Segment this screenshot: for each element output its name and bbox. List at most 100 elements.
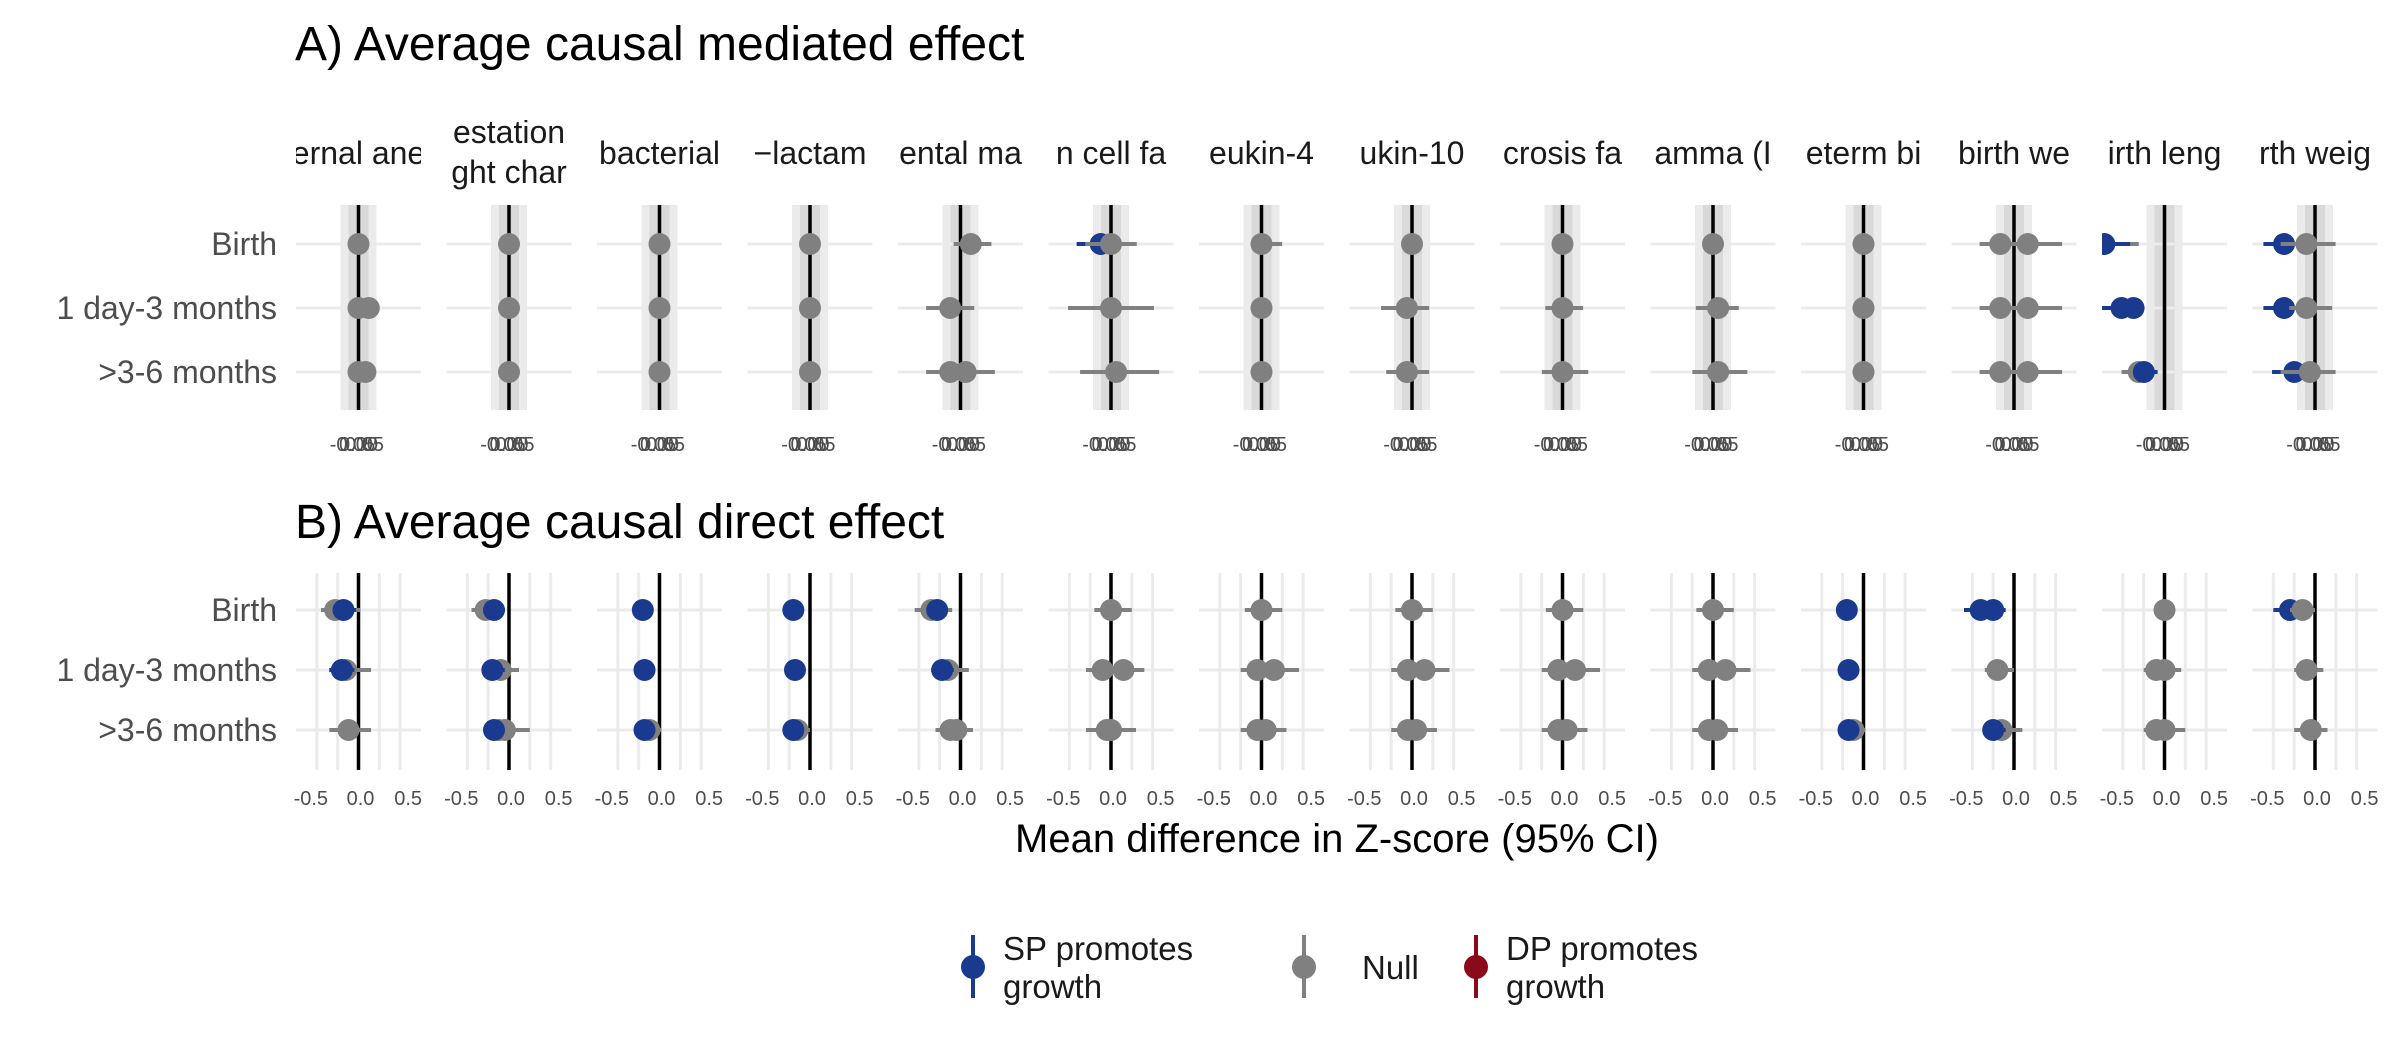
point-estimate xyxy=(1852,361,1875,383)
facet: -0.5 0.0 0.5 xyxy=(1197,573,1325,810)
point-estimate xyxy=(1551,297,1574,319)
point-estimate xyxy=(1555,719,1578,741)
point-estimate xyxy=(926,599,949,621)
facet-body xyxy=(2102,205,2227,410)
tick-label: 0.5 xyxy=(1297,788,1325,810)
tick-label: 0.00 xyxy=(1844,434,1883,456)
facet: -0.5 0.0 0.5 xyxy=(595,573,723,810)
point-estimate xyxy=(2153,599,2176,621)
tick-label: 0.5 xyxy=(2351,788,2379,810)
tick-label: 0.05 xyxy=(2151,434,2190,456)
strip: estation ght char xyxy=(451,120,567,190)
point-estimate xyxy=(1837,719,1860,741)
tick-label: 0.0 xyxy=(347,788,375,810)
facet: −lactam -0.050.000.05 xyxy=(747,135,873,456)
point-estimate xyxy=(1395,297,1418,319)
x-axis-title: Mean difference in Z-score (95% CI) xyxy=(1015,817,1659,861)
x-ticks: -0.050.000.05 xyxy=(2136,434,2190,456)
x-ticks: -0.5 0.0 0.5 xyxy=(1197,788,1325,810)
tick-label: -0.05 xyxy=(1082,434,1128,456)
facet: -0.5 0.0 0.5 xyxy=(294,573,422,810)
point-estimate xyxy=(2016,361,2039,383)
point-estimate xyxy=(2295,233,2318,255)
x-ticks: -0.050.000.05 xyxy=(330,434,384,456)
strip: irth leng xyxy=(2108,135,2222,171)
tick-label: -0.05 xyxy=(1684,434,1730,456)
tick-label: -0.05 xyxy=(480,434,526,456)
tick-label: 0.00 xyxy=(490,434,529,456)
facet: amma (I -0.050.000.05 xyxy=(1650,135,1776,456)
facet: -0.5 0.0 0.5 xyxy=(745,573,874,810)
tick-label: 0.00 xyxy=(941,434,980,456)
tick-label: -0.05 xyxy=(631,434,677,456)
tick-label: 0.05 xyxy=(1850,434,1889,456)
tick-label: 0.05 xyxy=(345,434,384,456)
point-estimate xyxy=(648,233,671,255)
tick-label: -0.05 xyxy=(781,434,827,456)
point-estimate xyxy=(1105,361,1128,383)
strip: bacterial xyxy=(599,135,720,171)
point-estimate xyxy=(1112,659,1135,681)
point-estimate xyxy=(1982,599,2005,621)
tick-label: 0.00 xyxy=(1393,434,1432,456)
tick-label: -0.5 xyxy=(1046,788,1080,810)
point-estimate xyxy=(939,297,962,319)
point-estimate xyxy=(1551,599,1574,621)
facet-body xyxy=(296,205,421,410)
facet-body xyxy=(1349,205,1475,410)
x-ticks: -0.5 0.0 0.5 xyxy=(2250,788,2378,810)
point-estimate xyxy=(483,599,505,621)
point-estimate xyxy=(2273,297,2296,319)
legend-key-point xyxy=(961,955,985,979)
tick-label: -0.5 xyxy=(595,788,629,810)
strip: ukin-10 xyxy=(1360,135,1465,171)
tick-label: 0.05 xyxy=(2001,434,2040,456)
point-estimate xyxy=(1401,233,1423,255)
facet: -0.5 0.0 0.5 xyxy=(1347,573,1476,810)
facet: -0.5 0.0 0.5 xyxy=(1799,573,1927,810)
tick-label: 0.0 xyxy=(798,788,826,810)
x-ticks: -0.5 0.0 0.5 xyxy=(745,788,873,810)
strip-label: bacterial xyxy=(599,135,720,171)
point-estimate xyxy=(1837,659,1860,681)
tick-label: 0.0 xyxy=(497,788,525,810)
strip-label: ukin-10 xyxy=(1360,135,1465,171)
tick-label: 0.0 xyxy=(1852,788,1880,810)
point-estimate xyxy=(633,659,656,681)
point-estimate xyxy=(1405,719,1428,741)
point-estimate xyxy=(1395,361,1418,383)
tick-label: 0.00 xyxy=(1543,434,1582,456)
panel-a-row-labels: Birth 1 day-3 months >3-6 months xyxy=(56,226,277,390)
point-estimate xyxy=(1100,719,1122,741)
panel-b-facets: -0.5 0.0 0.5 -0.5 0.0 0.5 -0.5 0.0 0.5 -0.5 0.0 0.5… xyxy=(294,573,2379,810)
point-estimate xyxy=(782,719,805,741)
point-estimate xyxy=(498,361,520,383)
tick-label: -0.5 xyxy=(294,788,328,810)
strip: birth we xyxy=(1958,135,2070,171)
point-estimate xyxy=(1986,659,2009,681)
point-estimate xyxy=(498,233,520,255)
x-ticks: -0.050.000.05 xyxy=(1383,434,1437,456)
tick-label: 0.05 xyxy=(1399,434,1438,456)
facet: ukin-10 -0.050.000.05 xyxy=(1349,135,1475,456)
tick-label: 0.00 xyxy=(1242,434,1281,456)
point-estimate xyxy=(633,719,656,741)
point-estimate xyxy=(2016,297,2039,319)
tick-label: 0.5 xyxy=(1598,788,1626,810)
point-estimate xyxy=(1263,659,1285,681)
point-estimate xyxy=(1706,719,1729,741)
facet: -0.5 0.0 0.5 xyxy=(896,573,1024,810)
x-ticks: -0.5 0.0 0.5 xyxy=(2100,788,2228,810)
tick-label: -0.5 xyxy=(745,788,779,810)
facet: estation ght char -0.050.000.05 xyxy=(446,120,572,456)
facet-body xyxy=(2252,205,2378,410)
point-estimate xyxy=(648,297,671,319)
tick-label: 0.0 xyxy=(949,788,977,810)
panel-b-title: B) Average causal direct effect xyxy=(295,496,944,549)
point-estimate xyxy=(799,233,821,255)
point-estimate xyxy=(2153,659,2176,681)
tick-label: -0.05 xyxy=(330,434,376,456)
